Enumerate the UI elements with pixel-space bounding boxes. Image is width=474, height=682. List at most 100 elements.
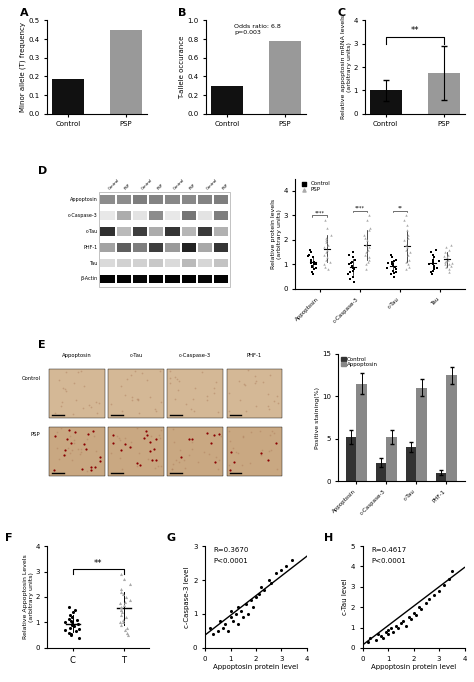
Point — [157, 425, 164, 436]
Point — [64, 442, 72, 453]
Point — [152, 406, 159, 417]
Point — [171, 371, 179, 382]
Point — [445, 244, 453, 255]
Point — [210, 429, 217, 440]
Point — [166, 372, 174, 383]
Bar — [117, 227, 131, 236]
Bar — [133, 196, 147, 204]
Point — [175, 375, 182, 386]
Point — [152, 434, 160, 445]
Point — [320, 249, 328, 260]
Point — [123, 591, 130, 602]
Bar — [214, 211, 228, 220]
Point — [403, 220, 410, 231]
Point — [131, 365, 139, 376]
Point — [83, 465, 91, 476]
Point — [392, 254, 400, 265]
Point — [320, 259, 328, 270]
Point — [126, 594, 133, 605]
Text: H: H — [324, 533, 333, 543]
Point — [146, 445, 154, 456]
Point — [74, 619, 82, 629]
Bar — [428, 73, 460, 114]
Bar — [214, 258, 228, 267]
Point — [53, 442, 61, 453]
Point — [133, 457, 141, 468]
Point — [86, 400, 93, 411]
Point — [379, 632, 387, 643]
Text: G: G — [166, 533, 175, 543]
Point — [365, 256, 372, 267]
Point — [180, 454, 188, 465]
Point — [120, 574, 128, 584]
Point — [407, 614, 415, 625]
Point — [169, 459, 177, 470]
Point — [232, 447, 239, 458]
Point — [55, 454, 63, 465]
Point — [232, 608, 239, 619]
Point — [429, 249, 437, 260]
Point — [155, 430, 163, 441]
Point — [74, 443, 82, 454]
Text: Control: Control — [108, 178, 120, 191]
Point — [73, 614, 81, 625]
Point — [404, 259, 412, 270]
Point — [392, 264, 400, 275]
Point — [150, 444, 157, 455]
Point — [51, 431, 59, 442]
Point — [323, 244, 331, 255]
Point — [324, 239, 331, 250]
Point — [169, 424, 177, 434]
Point — [374, 628, 382, 639]
Point — [207, 437, 215, 448]
Point — [322, 235, 330, 246]
Bar — [214, 227, 228, 236]
Point — [186, 434, 193, 445]
Point — [109, 429, 117, 440]
Point — [364, 636, 372, 647]
Bar — [100, 243, 115, 252]
Text: ****: **** — [355, 205, 365, 211]
Point — [434, 263, 441, 273]
Bar — [376, 462, 386, 481]
Bar — [100, 258, 115, 267]
Text: **: ** — [94, 559, 102, 567]
Point — [425, 593, 433, 604]
Point — [423, 597, 430, 608]
Bar — [447, 375, 457, 481]
Point — [242, 405, 250, 416]
Bar — [100, 211, 115, 220]
Point — [87, 402, 95, 413]
Point — [65, 627, 73, 638]
Point — [191, 405, 198, 416]
Point — [365, 252, 373, 263]
Point — [69, 444, 76, 455]
Point — [127, 442, 135, 453]
Bar — [149, 243, 164, 252]
Point — [363, 235, 371, 246]
Point — [215, 455, 223, 466]
Point — [62, 383, 69, 394]
Point — [349, 265, 357, 276]
Point — [253, 401, 260, 412]
Point — [415, 602, 422, 612]
Point — [168, 463, 175, 474]
Text: P<0.0001: P<0.0001 — [213, 559, 248, 565]
Bar — [100, 196, 115, 204]
Point — [241, 380, 249, 391]
Bar — [100, 227, 115, 236]
Point — [377, 630, 384, 641]
Point — [310, 269, 317, 280]
Point — [288, 554, 295, 565]
Point — [235, 447, 242, 458]
Point — [137, 460, 144, 471]
Point — [392, 620, 400, 631]
Point — [118, 602, 125, 612]
Point — [389, 261, 397, 271]
Point — [50, 464, 58, 475]
Bar — [133, 211, 147, 220]
Point — [57, 400, 64, 411]
Point — [66, 609, 73, 620]
Point — [402, 210, 410, 221]
Point — [432, 244, 439, 255]
